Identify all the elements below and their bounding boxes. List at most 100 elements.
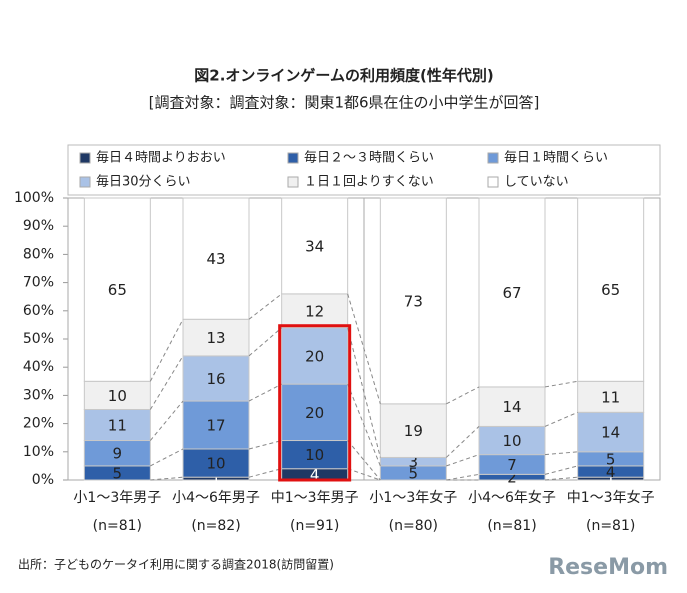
data-label: 11 xyxy=(108,417,127,435)
bar-segment xyxy=(281,293,349,329)
connector xyxy=(544,451,578,456)
data-label: 65 xyxy=(108,281,127,299)
bar-segment xyxy=(182,355,250,402)
connector xyxy=(446,386,480,405)
y-tick-label: 80% xyxy=(23,246,54,262)
legend-label: １日１回よりすくない xyxy=(304,175,434,190)
data-label: 4 xyxy=(606,463,616,481)
connector xyxy=(445,426,480,458)
y-tick-label: 60% xyxy=(23,303,54,319)
connector xyxy=(544,465,578,475)
data-label: 9 xyxy=(113,445,123,463)
connector xyxy=(150,448,184,467)
bar-segment xyxy=(478,197,546,388)
data-label: 13 xyxy=(206,329,225,347)
x-tick-label: 中1～3年男子 xyxy=(271,490,359,506)
connector xyxy=(446,454,480,467)
bar-segment xyxy=(379,197,447,405)
connector xyxy=(149,319,184,382)
y-tick-label: 100% xyxy=(14,190,54,206)
data-label: 4 xyxy=(310,466,320,484)
connector xyxy=(544,476,578,481)
legend-box xyxy=(67,144,661,196)
bar-segment xyxy=(577,380,645,413)
bar-segment xyxy=(182,318,250,357)
x-tick-label: 小4～6年男子 xyxy=(172,490,260,506)
legend-label: 毎日30分くらい xyxy=(96,174,191,190)
x-tick-label: 小1～3年女子 xyxy=(369,489,457,506)
data-label: 10 xyxy=(206,455,225,473)
connector xyxy=(149,400,184,441)
data-label: 14 xyxy=(601,424,620,442)
data-label: 20 xyxy=(305,404,324,422)
y-tick-label: 30% xyxy=(23,387,54,403)
sample-size: (n=82) xyxy=(191,518,240,534)
data-label: 10 xyxy=(502,432,521,450)
data-label: 2 xyxy=(507,469,517,487)
data-label: 1 xyxy=(606,470,616,488)
connector xyxy=(347,383,381,467)
data-label: 5 xyxy=(409,464,419,482)
data-label: 14 xyxy=(502,398,521,416)
connector xyxy=(149,355,184,410)
logo: ReseMom xyxy=(548,555,668,580)
sample-size: (n=81) xyxy=(586,518,635,534)
bar-segment xyxy=(379,403,447,458)
data-label: 12 xyxy=(305,302,324,320)
legend-swatch xyxy=(79,152,91,164)
bar-segment xyxy=(281,197,349,295)
data-label: 17 xyxy=(206,417,225,435)
connector xyxy=(150,476,184,481)
bar-segment xyxy=(577,411,645,453)
data-label: 11 xyxy=(601,388,620,406)
connector xyxy=(544,380,578,388)
sample-size: (n=91) xyxy=(290,518,339,534)
bar-segment xyxy=(577,197,645,382)
data-label: 5 xyxy=(606,450,616,468)
highlight-box xyxy=(278,324,352,482)
bar-segment xyxy=(281,327,349,385)
legend-label: 毎日２～３時間くらい xyxy=(304,150,434,166)
y-tick-label: 0% xyxy=(32,472,54,488)
connector xyxy=(544,411,578,427)
legend-label: 毎日１時間くらい xyxy=(504,150,608,166)
bar-segment xyxy=(182,197,250,320)
connector xyxy=(248,383,282,402)
y-tick-label: 10% xyxy=(23,444,54,460)
data-label: 65 xyxy=(601,281,620,299)
y-tick-label: 50% xyxy=(23,331,54,347)
data-label: 34 xyxy=(305,237,324,255)
connector xyxy=(347,293,381,405)
connector xyxy=(248,440,282,450)
y-tick-label: 90% xyxy=(23,218,54,234)
data-label: 73 xyxy=(404,292,423,310)
y-tick-label: 40% xyxy=(23,359,54,375)
data-label: 43 xyxy=(206,250,225,268)
connector xyxy=(446,473,480,481)
data-label: 16 xyxy=(206,370,225,388)
connector xyxy=(248,468,282,478)
data-label: 19 xyxy=(404,422,423,440)
x-tick-label: 中1～3年女子 xyxy=(567,489,655,506)
legend-swatch xyxy=(287,152,299,164)
legend-label: していない xyxy=(504,175,569,190)
chart-subtitle: [調査対象：調査対象：関東1都6県在住の小中学生が回答] xyxy=(149,94,540,112)
legend-swatch xyxy=(487,176,499,188)
connector xyxy=(248,327,282,357)
bar-segment xyxy=(478,425,546,456)
x-tick-label: 小4～6年女子 xyxy=(468,489,556,506)
legend-swatch xyxy=(487,152,499,164)
sample-size: (n=80) xyxy=(389,518,438,534)
bar-segment xyxy=(83,197,151,382)
bar-segment xyxy=(281,440,349,470)
chart-title: 図2.オンラインゲームの利用頻度(性年代別) xyxy=(194,67,493,85)
sample-size: (n=81) xyxy=(487,518,536,534)
legend-swatch xyxy=(287,176,299,188)
connector xyxy=(347,327,381,458)
data-label: 5 xyxy=(113,464,123,482)
source-note: 出所：子どものケータイ利用に関する調査2018(訪問留置) xyxy=(18,557,334,572)
legend-label: 毎日４時間よりおおい xyxy=(96,150,226,166)
data-label: 20 xyxy=(305,347,324,365)
data-label: 7 xyxy=(507,456,517,474)
